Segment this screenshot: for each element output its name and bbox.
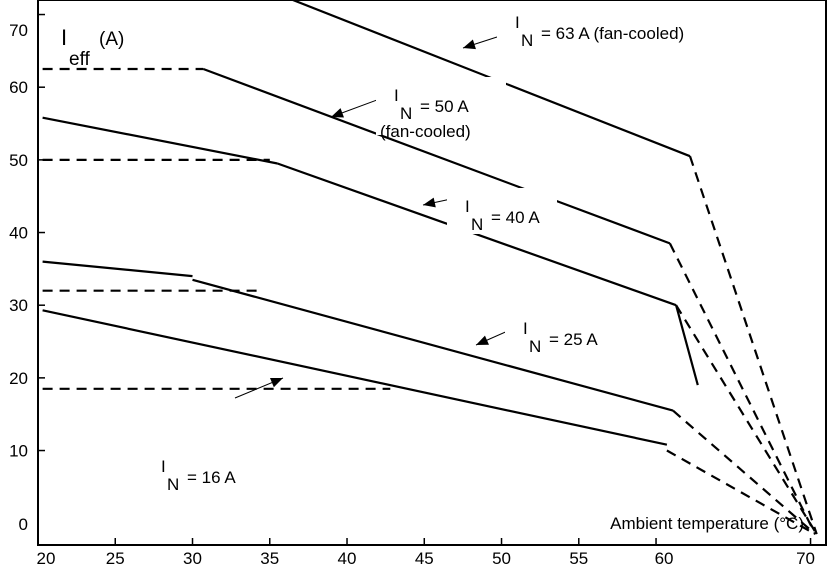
series-label-in-25a-subscript: N — [529, 337, 541, 356]
series-label-in-25a-symbol: I — [523, 319, 528, 338]
y-tick-label: 30 — [9, 296, 28, 315]
series-label-in-40a-symbol: I — [465, 197, 470, 216]
x-tick-label: 35 — [260, 549, 279, 568]
y-tick-label: 70 — [9, 21, 28, 40]
y-axis-ticks: 0 10 20 30 40 50 60 70 — [9, 13, 45, 534]
curve-in-40a-dashed-4 — [675, 304, 818, 535]
curve-in-16a-dashed-2 — [666, 449, 816, 536]
series-label-in-16a-value: = 16 A — [187, 468, 236, 487]
arrow-head-icon — [476, 335, 489, 345]
label-background — [376, 77, 506, 135]
series-label-in-63a-subscript: N — [521, 31, 533, 50]
label-background — [143, 448, 273, 494]
series-label-in-16a-subscript: N — [167, 475, 179, 494]
x-axis-ticks: 20 25 30 35 40 45 50 55 60 70 — [37, 538, 815, 568]
label-background — [497, 4, 757, 60]
plot-frame — [37, 0, 827, 546]
y-tick-label: 0 — [19, 515, 28, 534]
series-label-in-50a-note: (fan-cooled) — [380, 122, 471, 141]
series-label-in-25a-value: = 25 A — [549, 330, 598, 349]
series-label-in-50a-subscript: N — [400, 104, 412, 123]
series-label-in-63a-symbol: I — [515, 13, 520, 32]
y-tick-label: 40 — [9, 224, 28, 243]
series-label-in-50a-value: = 50 A — [420, 97, 469, 116]
label-background — [447, 188, 557, 234]
curve-in-16a-solid-1 — [42, 309, 668, 446]
arrow-head-icon — [463, 39, 476, 50]
x-axis-label: Ambient temperature (°C) — [610, 514, 804, 533]
curves — [42, 0, 818, 536]
series-labels: IN = 63 A (fan-cooled)IN = 50 A(fan-cooled… — [143, 4, 757, 494]
x-tick-label: 55 — [569, 549, 588, 568]
series-label-in-63a-value: = 63 A (fan-cooled) — [541, 24, 684, 43]
series-label-in-50a-symbol: I — [394, 86, 399, 105]
label-background — [505, 310, 625, 356]
y-axis-label-subscript: eff — [69, 49, 91, 70]
x-tick-label: 30 — [183, 549, 202, 568]
y-tick-label: 20 — [9, 369, 28, 388]
curve-in-50a-dashed-2 — [668, 242, 817, 535]
arrow-head-icon — [270, 378, 283, 388]
curve-in-25a-solid-2 — [192, 278, 674, 412]
arrow-head-icon — [423, 197, 436, 208]
y-tick-label: 60 — [9, 78, 28, 97]
x-tick-label: 60 — [655, 549, 674, 568]
x-tick-label: 50 — [492, 549, 511, 568]
curve-in-40a-solid-1 — [42, 116, 278, 165]
y-axis-label-unit: (A) — [99, 29, 124, 50]
y-tick-label: 50 — [9, 151, 28, 170]
arrow-head-icon — [331, 108, 344, 118]
series-label-in-40a-subscript: N — [471, 215, 483, 234]
leader-arrows — [234, 36, 511, 399]
x-tick-label: 70 — [796, 549, 815, 568]
curve-in-40a-solid-2 — [277, 162, 677, 307]
curve-in-25a-dashed-3 — [672, 409, 816, 535]
curve-in-63a-dashed-1 — [688, 155, 818, 535]
x-tick-label: 20 — [37, 549, 56, 568]
curve-in-50a-solid-1 — [202, 67, 671, 245]
x-tick-label: 45 — [415, 549, 434, 568]
curve-in-40a-solid-3 — [675, 304, 699, 386]
curve-in-25a-solid-1 — [42, 260, 193, 278]
series-label-in-40a-value: = 40 A — [491, 208, 540, 227]
y-tick-label: 10 — [9, 442, 28, 461]
x-tick-label: 40 — [338, 549, 357, 568]
series-label-in-16a-symbol: I — [161, 457, 166, 476]
y-axis-label-symbol: I — [61, 25, 67, 50]
x-tick-label: 25 — [106, 549, 125, 568]
